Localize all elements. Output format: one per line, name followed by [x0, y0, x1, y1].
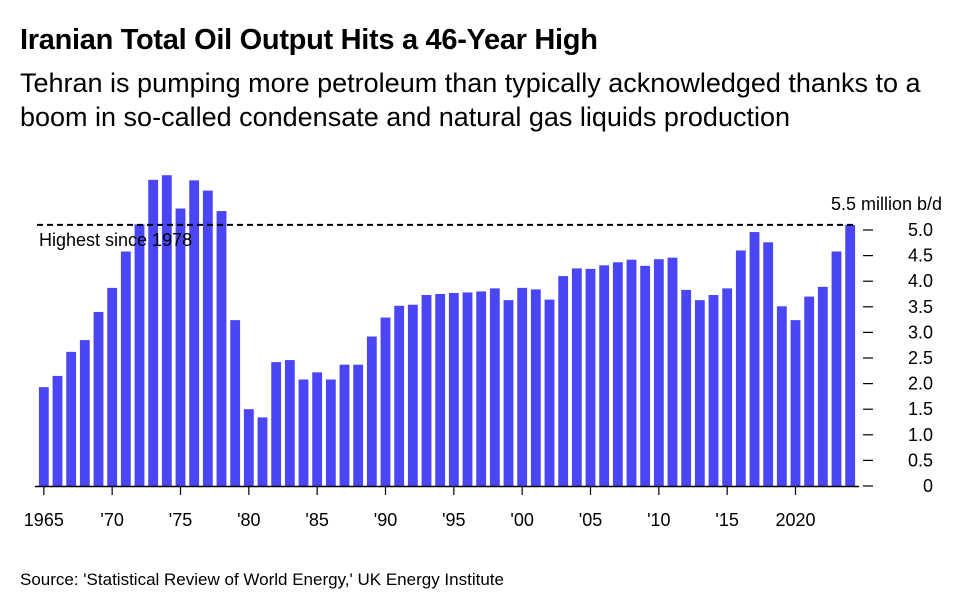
bar-2012 — [681, 289, 692, 486]
bar-2002 — [544, 299, 555, 486]
x-tick-label: '70 — [100, 510, 123, 530]
bar-1981 — [257, 417, 268, 486]
bar-1986 — [325, 379, 336, 486]
bar-1982 — [271, 362, 282, 486]
chart-subtitle: Tehran is pumping more petroleum than ty… — [20, 68, 921, 132]
bar-2019 — [776, 306, 787, 486]
x-tick-label: 2020 — [775, 510, 815, 530]
bar-1966 — [52, 375, 63, 486]
bar-2003 — [558, 276, 569, 486]
bar-2013 — [694, 300, 705, 486]
bar-2008 — [626, 259, 637, 486]
x-tick-label: '95 — [442, 510, 465, 530]
bar-1985 — [312, 372, 323, 486]
y-axis-ticks: 0 0.5 1.0 1.5 2.0 2.5 3.0 3.5 4.0 4.5 5.0 — [863, 220, 933, 496]
y-tick-label: 0.5 — [908, 450, 933, 470]
y-tick-label: 3.0 — [908, 322, 933, 342]
x-axis-ticks: 1965 '70 '75 '80 '85 '90 '95 '00 '05 '10 '15 2020 — [24, 486, 816, 530]
y-tick-label: 3.5 — [908, 297, 933, 317]
y-tick-label: 1.5 — [908, 399, 933, 419]
x-tick-label: '10 — [647, 510, 670, 530]
bar-2011 — [667, 257, 678, 486]
bar-1994 — [435, 294, 446, 486]
bar-2010 — [653, 259, 664, 486]
bar-1969 — [93, 311, 104, 486]
y-tick-label: 2.5 — [908, 348, 933, 368]
bar-1979 — [230, 320, 241, 486]
bar-series — [38, 175, 856, 486]
bar-1972 — [134, 224, 145, 486]
y-tick-label: 2.0 — [908, 374, 933, 394]
y-tick-label: 1.0 — [908, 425, 933, 445]
bar-1980 — [243, 409, 254, 486]
x-tick-label: 1965 — [24, 510, 64, 530]
x-tick-label: '90 — [374, 510, 397, 530]
reference-line-label: Highest since 1978 — [39, 230, 192, 250]
y-tick-label: 4.5 — [908, 246, 933, 266]
bar-1973 — [148, 179, 159, 486]
bar-2006 — [599, 265, 610, 486]
bar-1975 — [175, 208, 186, 486]
x-tick-label: '85 — [305, 510, 328, 530]
bar-2020 — [790, 320, 801, 486]
bar-1970 — [107, 287, 118, 486]
bar-2023 — [831, 251, 842, 486]
chart-title: Iranian Total Oil Output Hits a 46-Year … — [20, 24, 598, 56]
bar-1987 — [339, 364, 350, 486]
bar-2004 — [571, 268, 582, 486]
y-tick-label: 0 — [923, 476, 933, 496]
bar-1971 — [120, 251, 131, 486]
bar-1978 — [216, 211, 227, 486]
bar-2007 — [612, 262, 623, 486]
bar-1974 — [161, 175, 172, 486]
y-tick-label: 5.0 — [908, 220, 933, 240]
bar-1992 — [407, 304, 418, 486]
y-axis-unit-label: 5.5 million b/d — [831, 194, 942, 214]
source-note: Source: 'Statistical Review of World Ene… — [20, 570, 504, 589]
bar-2000 — [517, 287, 528, 486]
bar-2017 — [749, 232, 760, 486]
bar-1993 — [421, 295, 432, 486]
bar-1983 — [284, 360, 295, 486]
bar-1984 — [298, 379, 309, 486]
bar-1998 — [489, 288, 500, 486]
bar-1995 — [448, 292, 459, 486]
bar-1965 — [38, 387, 49, 486]
x-tick-label: '00 — [510, 510, 533, 530]
x-tick-label: '15 — [715, 510, 738, 530]
bar-1991 — [394, 305, 405, 486]
bar-2024 — [845, 224, 856, 486]
bar-1996 — [462, 292, 473, 486]
bar-1990 — [380, 317, 391, 486]
bar-1989 — [366, 336, 377, 486]
bar-1997 — [476, 291, 487, 486]
bar-2014 — [708, 295, 719, 486]
bar-1968 — [79, 340, 90, 486]
x-tick-label: '05 — [579, 510, 602, 530]
bar-2021 — [804, 296, 815, 486]
bar-2018 — [763, 242, 774, 486]
bar-2015 — [722, 288, 733, 486]
bar-1977 — [202, 190, 213, 486]
bar-2016 — [735, 250, 746, 486]
bar-2001 — [530, 289, 541, 486]
bar-1988 — [353, 364, 364, 486]
bar-1976 — [189, 180, 200, 486]
x-tick-label: '80 — [237, 510, 260, 530]
bar-2009 — [640, 265, 651, 486]
bar-1967 — [66, 351, 77, 486]
bar-2005 — [585, 268, 596, 486]
y-tick-label: 4.0 — [908, 271, 933, 291]
x-tick-label: '75 — [169, 510, 192, 530]
bar-1999 — [503, 300, 514, 486]
bar-2022 — [817, 286, 828, 486]
